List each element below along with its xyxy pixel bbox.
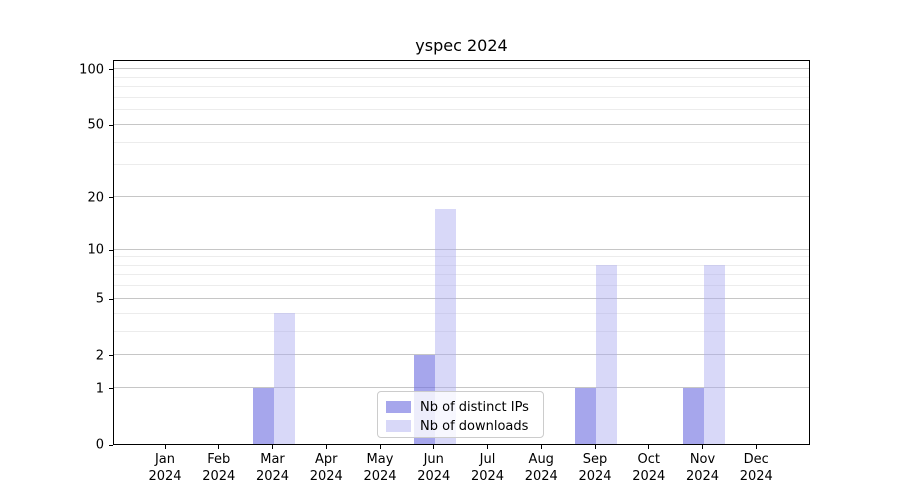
- x-tick-label: Mar 2024: [255, 452, 290, 484]
- minor-gridline: [114, 76, 809, 78]
- minor-gridline: [114, 256, 809, 258]
- major-gridline: [114, 123, 809, 125]
- x-tick-label: Aug 2024: [524, 452, 558, 484]
- x-tick-mark: [594, 445, 596, 449]
- x-tick-label: Jun 2024: [417, 452, 451, 484]
- minor-gridline: [114, 164, 809, 166]
- minor-gridline: [114, 274, 809, 276]
- y-tick-label: 50: [87, 117, 104, 133]
- bar-distinct-ips-nov: [682, 387, 704, 444]
- x-tick-mark: [379, 445, 381, 449]
- minor-gridline: [114, 330, 809, 332]
- x-tick-label: Dec 2024: [739, 452, 773, 484]
- legend-label-downloads: Nb of downloads: [420, 418, 529, 434]
- major-gridline: [114, 297, 809, 299]
- legend-item-downloads: Nb of downloads: [386, 417, 535, 435]
- legend-swatch-downloads: [386, 420, 411, 432]
- x-tick-mark: [272, 445, 273, 449]
- minor-gridline: [114, 141, 809, 143]
- chart-title: yspec 2024: [415, 36, 508, 55]
- major-gridline: [114, 196, 809, 198]
- y-tick-label: 1: [95, 381, 104, 397]
- x-tick-label: Feb 2024: [202, 452, 236, 484]
- bar-distinct-ips-mar: [252, 387, 274, 444]
- minor-gridline: [114, 312, 809, 314]
- bar-downloads-nov: [703, 265, 725, 444]
- y-tick-label: 5: [95, 291, 104, 307]
- x-tick-label: Sep 2024: [578, 452, 612, 484]
- minor-gridline: [114, 264, 809, 266]
- minor-gridline: [114, 109, 809, 111]
- y-tick-mark: [109, 355, 113, 357]
- legend-label-distinct-ips: Nb of distinct IPs: [420, 399, 529, 415]
- legend: Nb of distinct IPs Nb of downloads: [377, 391, 544, 438]
- y-tick-label: 100: [79, 62, 104, 78]
- y-tick-mark: [109, 388, 113, 390]
- minor-gridline: [114, 285, 809, 287]
- bar-downloads-mar: [273, 313, 295, 444]
- minor-gridline: [114, 86, 809, 88]
- x-tick-label: Jan 2024: [148, 452, 182, 484]
- x-tick-mark: [164, 445, 166, 449]
- bar-distinct-ips-sep: [575, 387, 596, 444]
- y-tick-mark: [109, 69, 113, 71]
- y-tick-label: 20: [87, 190, 104, 205]
- x-tick-mark: [433, 445, 435, 449]
- x-tick-mark: [648, 445, 650, 449]
- y-tick-mark: [109, 298, 113, 300]
- y-tick-mark: [109, 197, 113, 198]
- x-tick-label: May 2024: [363, 452, 397, 484]
- x-tick-mark: [487, 445, 488, 449]
- major-gridline: [114, 387, 809, 389]
- y-tick-mark: [109, 444, 113, 446]
- y-tick-label: 0: [95, 437, 104, 453]
- bar-downloads-sep: [596, 265, 617, 444]
- major-gridline: [114, 248, 809, 250]
- legend-swatch-distinct-ips: [386, 401, 411, 413]
- x-tick-mark: [325, 445, 327, 449]
- y-tick-label: 2: [95, 348, 104, 364]
- y-tick-mark: [109, 249, 113, 251]
- x-tick-label: Nov 2024: [685, 452, 720, 484]
- x-tick-mark: [218, 445, 220, 449]
- x-tick-label: Jul 2024: [470, 452, 505, 484]
- y-tick-label: 10: [87, 242, 104, 258]
- x-tick-label: Apr 2024: [309, 452, 343, 484]
- major-gridline: [114, 68, 809, 70]
- plot-area: [113, 60, 810, 445]
- bar-downloads-jun: [434, 209, 456, 444]
- x-tick-mark: [702, 445, 703, 449]
- x-tick-mark: [540, 445, 542, 449]
- legend-item-distinct-ips: Nb of distinct IPs: [386, 398, 535, 416]
- x-tick-mark: [755, 445, 757, 449]
- y-tick-mark: [109, 124, 113, 126]
- minor-gridline: [114, 97, 809, 98]
- x-tick-label: Oct 2024: [632, 452, 666, 484]
- major-gridline: [114, 354, 809, 356]
